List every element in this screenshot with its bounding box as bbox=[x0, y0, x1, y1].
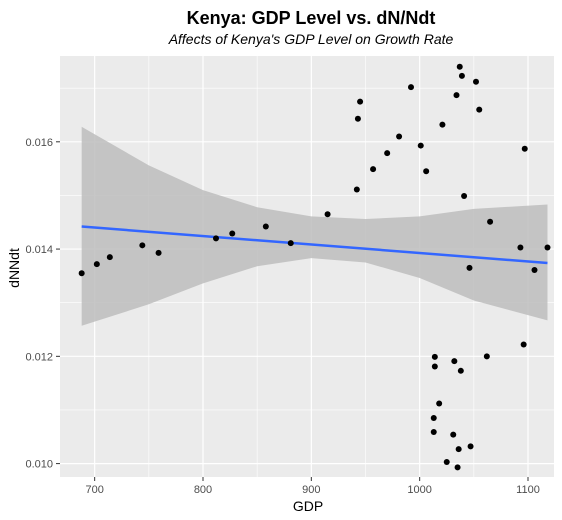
data-point bbox=[454, 464, 461, 471]
data-point bbox=[78, 270, 85, 277]
data-point bbox=[531, 266, 538, 273]
data-point bbox=[106, 254, 113, 261]
data-point bbox=[461, 192, 468, 199]
data-point bbox=[423, 168, 430, 175]
data-point bbox=[476, 106, 483, 113]
x-tick-label: 700 bbox=[85, 484, 103, 496]
data-point bbox=[324, 211, 331, 218]
x-tick-label: 1000 bbox=[407, 484, 431, 496]
data-point bbox=[417, 142, 424, 149]
data-point bbox=[451, 358, 458, 365]
data-point bbox=[430, 415, 437, 422]
data-point bbox=[155, 249, 162, 256]
data-point bbox=[139, 242, 146, 249]
data-point bbox=[456, 63, 463, 70]
data-points bbox=[78, 63, 551, 471]
data-point bbox=[353, 186, 360, 193]
data-point bbox=[213, 235, 219, 242]
data-point bbox=[450, 431, 457, 438]
data-point bbox=[287, 240, 294, 247]
data-point bbox=[431, 363, 438, 370]
data-point bbox=[487, 218, 494, 225]
y-tick-label: 0.012 bbox=[25, 351, 53, 363]
data-point bbox=[396, 133, 403, 140]
data-point bbox=[455, 446, 462, 453]
data-point bbox=[466, 264, 473, 271]
data-point bbox=[520, 341, 527, 348]
chart-title: Kenya: GDP Level vs. dN/Ndt bbox=[187, 8, 436, 28]
confidence-band bbox=[81, 126, 548, 326]
data-point bbox=[370, 166, 377, 173]
y-tick-label: 0.014 bbox=[25, 244, 53, 256]
x-axis-title: GDP bbox=[293, 498, 323, 514]
data-point bbox=[439, 121, 446, 128]
data-point bbox=[473, 78, 479, 85]
data-point bbox=[229, 230, 236, 237]
y-tick-label: 0.010 bbox=[25, 459, 53, 471]
data-point bbox=[408, 84, 414, 91]
x-tick-label: 1100 bbox=[516, 484, 540, 496]
chart-subtitle: Affects of Kenya's GDP Level on Growth R… bbox=[168, 31, 454, 47]
regression-line bbox=[81, 225, 548, 265]
data-point bbox=[430, 428, 437, 435]
data-point bbox=[458, 72, 465, 79]
y-axis-title: dNNdt bbox=[6, 248, 22, 288]
data-point bbox=[436, 400, 443, 407]
data-point bbox=[431, 353, 438, 360]
data-point bbox=[262, 223, 269, 230]
data-point bbox=[521, 145, 528, 152]
data-point bbox=[467, 443, 474, 450]
x-tick-label: 800 bbox=[194, 484, 212, 496]
data-point bbox=[457, 367, 464, 374]
data-point bbox=[544, 244, 551, 251]
data-point bbox=[453, 92, 460, 99]
y-axis: 0.010 0.012 0.014 0.016 bbox=[25, 137, 60, 471]
data-point bbox=[384, 150, 391, 157]
data-point bbox=[357, 98, 364, 105]
data-point bbox=[354, 115, 361, 122]
data-point bbox=[517, 244, 524, 251]
minor-gridlines bbox=[60, 56, 554, 477]
data-point bbox=[443, 458, 450, 465]
x-axis: 700 800 900 1000 1100 bbox=[85, 477, 540, 496]
x-tick-label: 900 bbox=[302, 484, 320, 496]
y-tick-label: 0.016 bbox=[25, 137, 53, 149]
data-point bbox=[483, 353, 490, 360]
data-point bbox=[93, 261, 100, 268]
